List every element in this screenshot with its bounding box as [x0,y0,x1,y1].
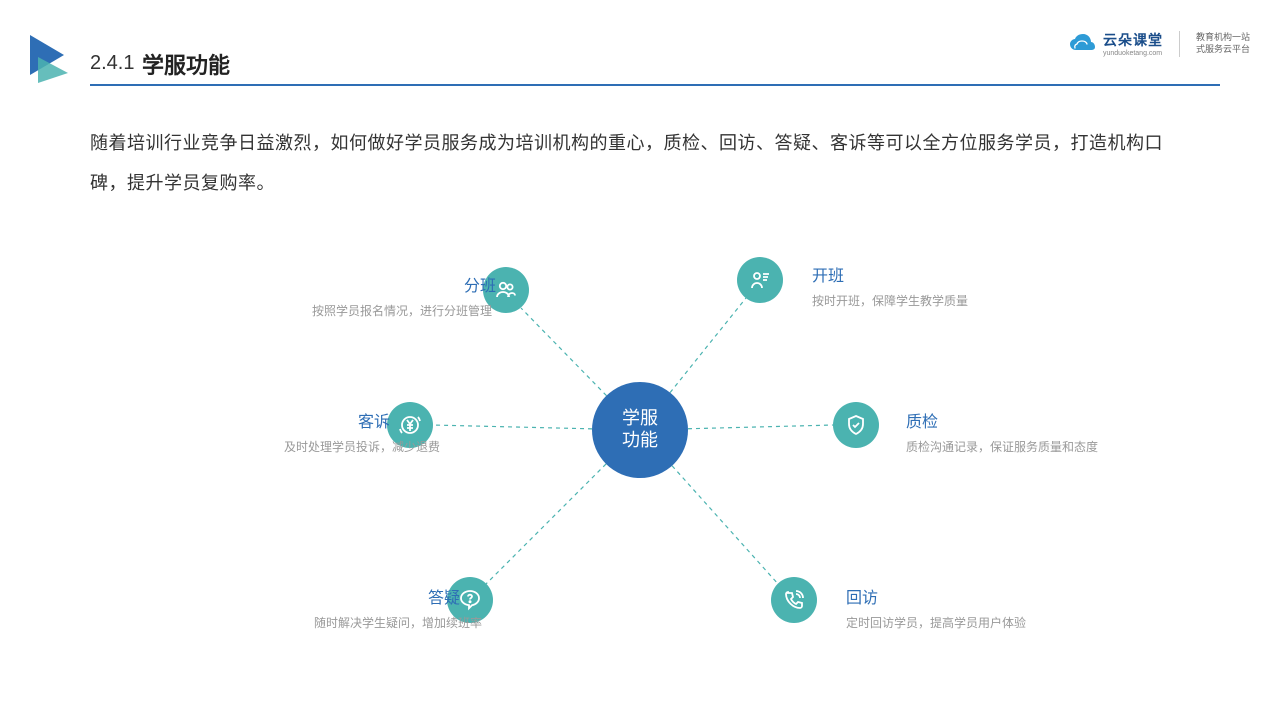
node-kaiban-icon [737,257,783,303]
logo-area: 云朵课堂 yunduoketang.com 教育机构一站 式服务云平台 [1069,30,1250,57]
node-kaiban-desc: 按时开班，保障学生教学质量 [812,292,968,309]
node-fenban-desc: 按照学员报名情况，进行分班管理 [232,302,492,319]
title-underline [90,84,1220,86]
node-huifang-desc: 定时回访学员，提高学员用户体验 [846,614,1026,631]
node-fenban-title: 分班 [436,272,496,296]
node-huifang-title: 回访 [846,584,878,608]
center-line2: 功能 [622,430,658,452]
logo-tagline: 教育机构一站 式服务云平台 [1196,32,1250,55]
logo-brand: 云朵课堂 [1103,30,1163,50]
logo-tagline-line1: 教育机构一站 [1196,32,1250,44]
node-zhijian-desc: 质检沟通记录，保证服务质量和态度 [906,438,1098,455]
node-zhijian-icon [833,402,879,448]
node-kesu-title: 客诉 [330,408,390,432]
logo-tagline-line2: 式服务云平台 [1196,44,1250,56]
node-dayi-desc: 随时解决学生疑问，增加续班率 [222,614,482,631]
node-zhijian-title: 质检 [906,408,938,432]
node-kaiban-title: 开班 [812,262,844,286]
section-title: 学服功能 [142,48,230,80]
node-dayi-title: 答疑 [400,584,460,608]
logo-divider [1179,31,1180,57]
description-text: 随着培训行业竞争日益激烈，如何做好学员服务成为培训机构的重心，质检、回访、答疑、… [90,124,1190,203]
center-circle: 学服功能 [592,382,688,478]
slide: 云朵课堂 yunduoketang.com 教育机构一站 式服务云平台 2.4.… [0,0,1280,720]
radial-diagram: 学服功能 分班按照学员报名情况，进行分班管理客诉及时处理学员投诉，减少退费答疑随时… [0,230,1280,680]
logo-domain: yunduoketang.com [1103,50,1163,57]
section-number: 2.4.1 [90,52,134,75]
header-arrow-icon [30,35,70,83]
center-line1: 学服 [622,408,658,430]
node-huifang-icon [771,577,817,623]
node-kesu-desc: 及时处理学员投诉，减少退费 [180,438,440,455]
cloud-icon [1069,34,1095,54]
